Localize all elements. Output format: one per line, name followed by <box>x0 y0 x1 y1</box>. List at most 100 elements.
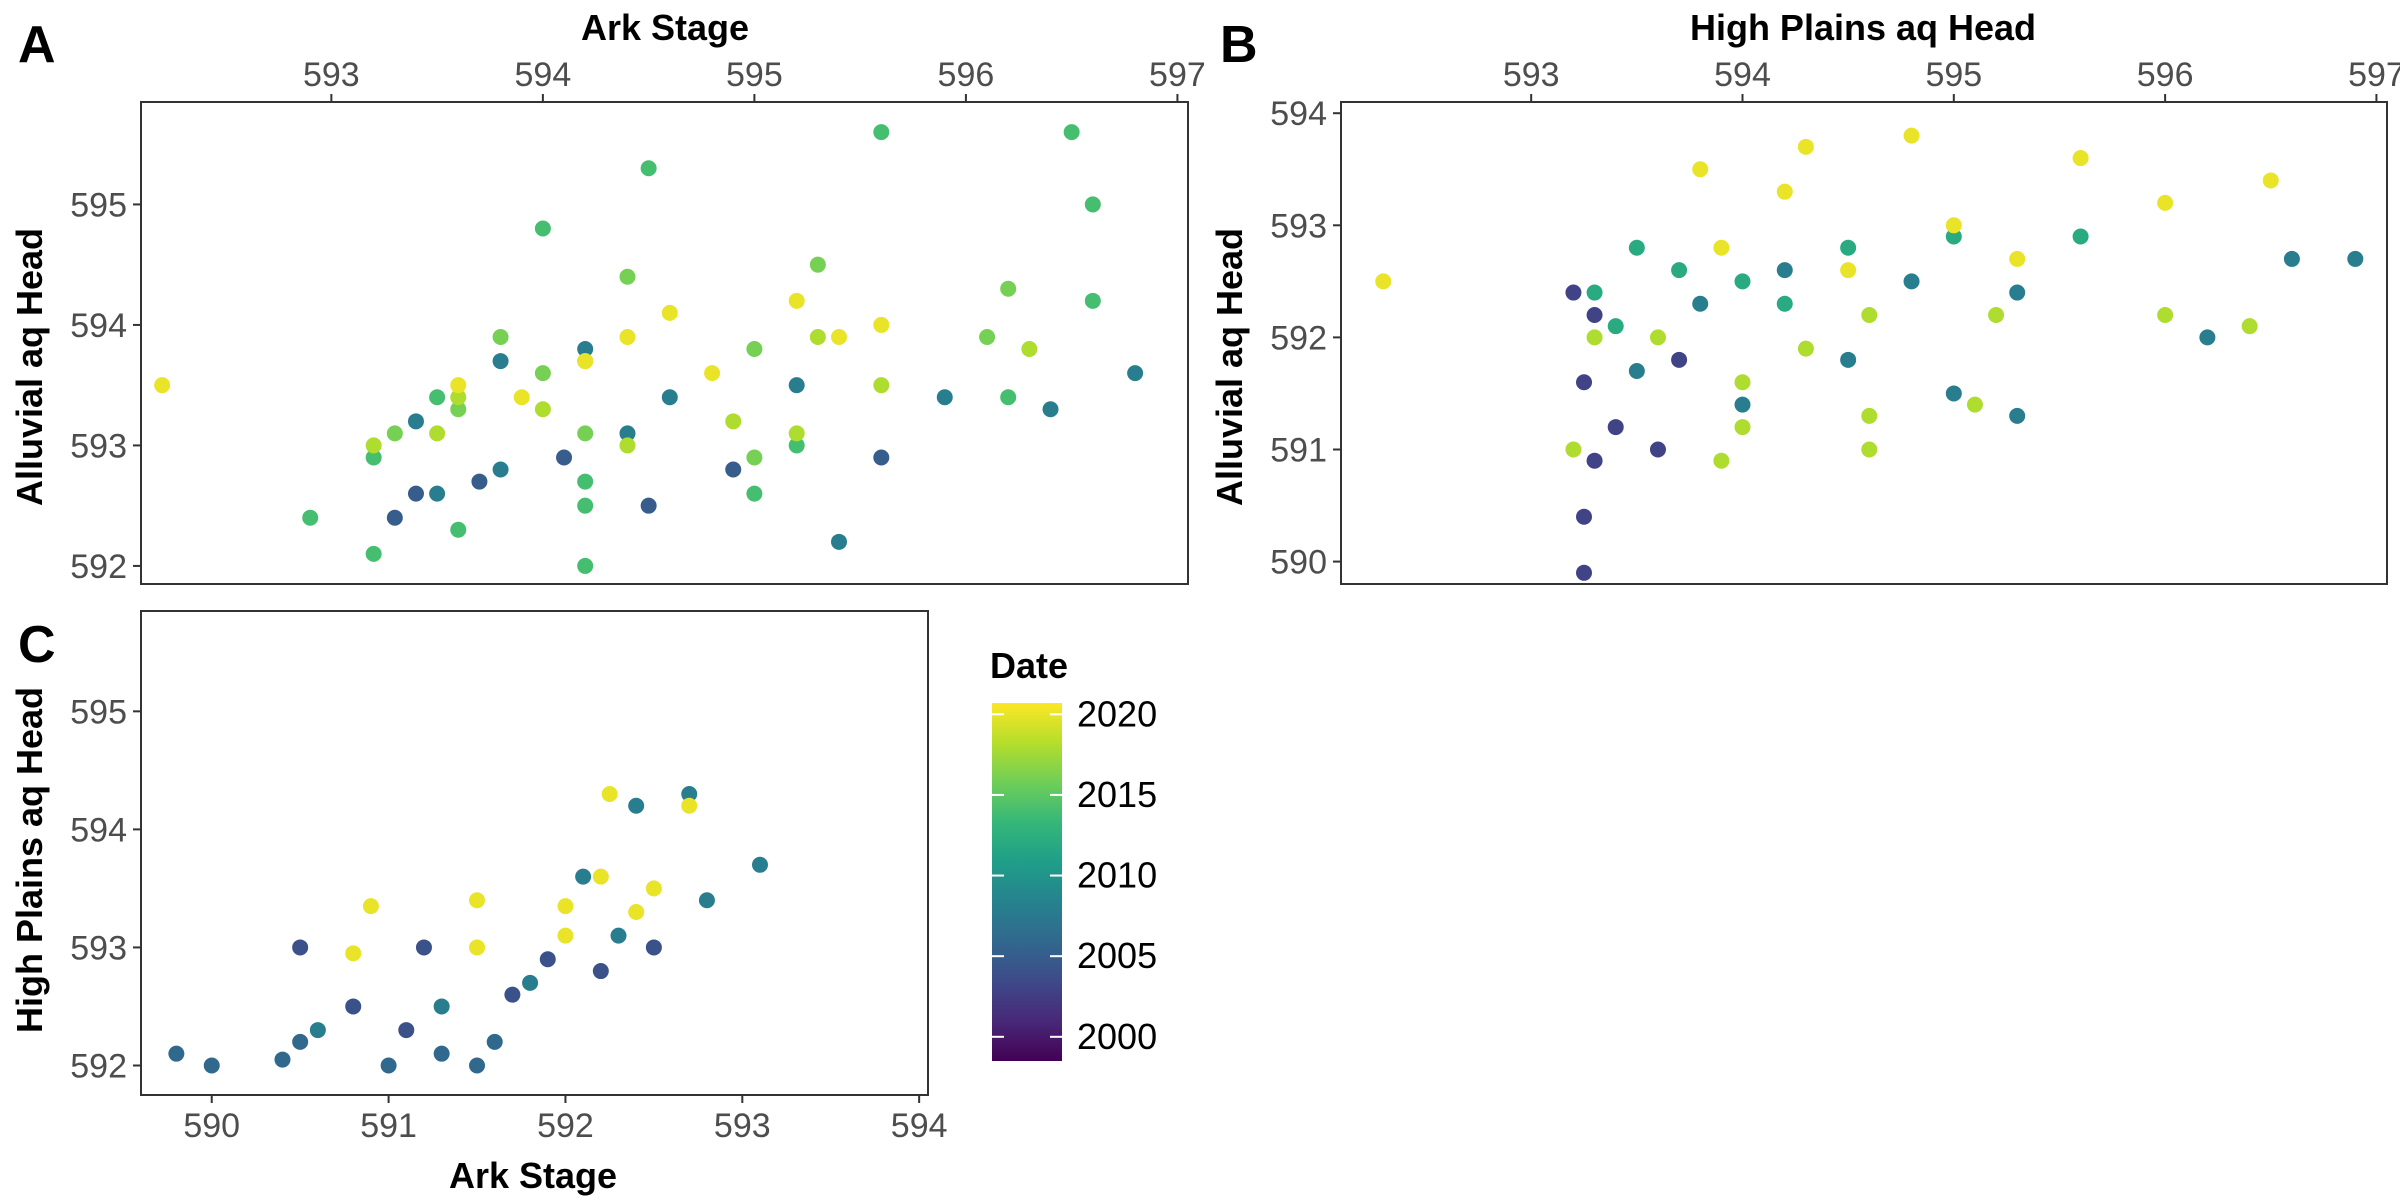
data-point <box>2157 306 2174 323</box>
data-point <box>398 1022 415 1039</box>
x-tick-label: 594 <box>515 56 572 94</box>
data-point <box>1797 138 1814 155</box>
data-point <box>365 449 382 466</box>
data-point <box>539 951 556 968</box>
data-point <box>429 389 446 406</box>
data-point <box>873 377 890 394</box>
data-point <box>2009 407 2026 424</box>
data-point <box>1840 351 1857 368</box>
y-tick-label: 592 <box>70 1047 127 1085</box>
data-point <box>704 365 721 382</box>
data-point <box>1576 564 1593 581</box>
data-point <box>556 449 573 466</box>
y-tick-label: 594 <box>70 307 127 345</box>
x-tick-label: 597 <box>1149 56 1206 94</box>
data-point <box>1713 452 1730 469</box>
data-point <box>1797 340 1814 357</box>
data-point <box>1628 363 1645 380</box>
x-tick-label: 591 <box>360 1107 417 1145</box>
data-point <box>1000 280 1017 297</box>
data-point <box>504 986 521 1003</box>
data-point <box>1692 295 1709 312</box>
data-point <box>469 1057 486 1074</box>
data-point <box>274 1051 291 1068</box>
x-tick-label: 596 <box>2137 56 2194 94</box>
data-point <box>601 785 618 802</box>
data-point <box>302 509 319 526</box>
data-point <box>2199 329 2216 346</box>
data-point <box>619 425 636 442</box>
data-point <box>1576 374 1593 391</box>
data-point <box>492 328 509 345</box>
data-point <box>292 1033 309 1050</box>
x-tick-label: 590 <box>183 1107 240 1145</box>
data-point <box>1988 306 2005 323</box>
data-point <box>1840 239 1857 256</box>
panel-a-y-axis-title: Alluvial aq Head <box>9 228 50 506</box>
data-point <box>751 856 768 873</box>
data-point <box>203 1057 220 1074</box>
data-point <box>415 939 432 956</box>
legend-colorbar <box>992 703 1062 1061</box>
x-tick-label: 593 <box>714 1107 771 1145</box>
data-point <box>1127 365 1144 382</box>
data-point <box>469 939 486 956</box>
panel-c-frame <box>140 610 929 1096</box>
data-point <box>628 797 645 814</box>
data-point <box>522 974 539 991</box>
data-point <box>645 939 662 956</box>
data-point <box>1063 124 1080 141</box>
data-point <box>592 963 609 980</box>
data-point <box>1840 262 1857 279</box>
data-point <box>407 485 424 502</box>
panel-b-frame <box>1340 101 2388 585</box>
legend-label: 2010 <box>1077 855 1157 896</box>
data-point <box>577 425 594 442</box>
data-point <box>1586 329 1603 346</box>
y-tick-label: 594 <box>70 811 127 849</box>
data-point <box>492 461 509 478</box>
legend-label: 2000 <box>1077 1016 1157 1057</box>
data-point <box>831 328 847 345</box>
data-point <box>577 341 594 358</box>
data-point <box>1776 262 1793 279</box>
data-point <box>746 449 763 466</box>
data-point <box>1084 196 1101 213</box>
x-tick-label: 594 <box>1714 56 1771 94</box>
data-point <box>345 945 362 962</box>
data-point <box>1903 273 1920 290</box>
data-point <box>577 557 594 574</box>
data-point <box>1861 306 1878 323</box>
data-point <box>788 425 805 442</box>
panel-a-plot-area: 593 594 595 596 597 592 593 594 595 <box>70 56 1206 586</box>
data-point <box>1586 306 1603 323</box>
panel-letter-a: A <box>18 16 56 74</box>
data-point <box>640 497 657 514</box>
data-point <box>168 1045 185 1062</box>
data-point <box>1021 341 1038 358</box>
data-point <box>873 449 890 466</box>
data-point <box>2009 250 2026 267</box>
data-point <box>450 521 467 538</box>
data-point <box>1903 127 1920 144</box>
data-point <box>619 437 636 454</box>
data-point <box>450 377 467 394</box>
data-point <box>1945 228 1962 245</box>
data-point <box>873 124 890 141</box>
panel-letter-c: C <box>18 616 56 674</box>
legend-title: Date <box>990 645 1068 686</box>
data-point <box>698 892 715 909</box>
data-point <box>1649 329 1666 346</box>
panel-a-x-axis-title: Ark Stage <box>581 7 749 48</box>
data-point <box>365 437 382 454</box>
data-point <box>1607 318 1624 335</box>
data-point <box>386 509 403 526</box>
data-point <box>513 389 530 406</box>
data-point <box>725 413 742 430</box>
panel-b: B High Plains aq Head Alluvial aq Head 5… <box>1209 7 2400 585</box>
data-point <box>1628 239 1645 256</box>
x-tick-label: 595 <box>1925 56 1982 94</box>
y-tick-label: 595 <box>70 186 127 224</box>
data-point <box>1586 284 1603 301</box>
